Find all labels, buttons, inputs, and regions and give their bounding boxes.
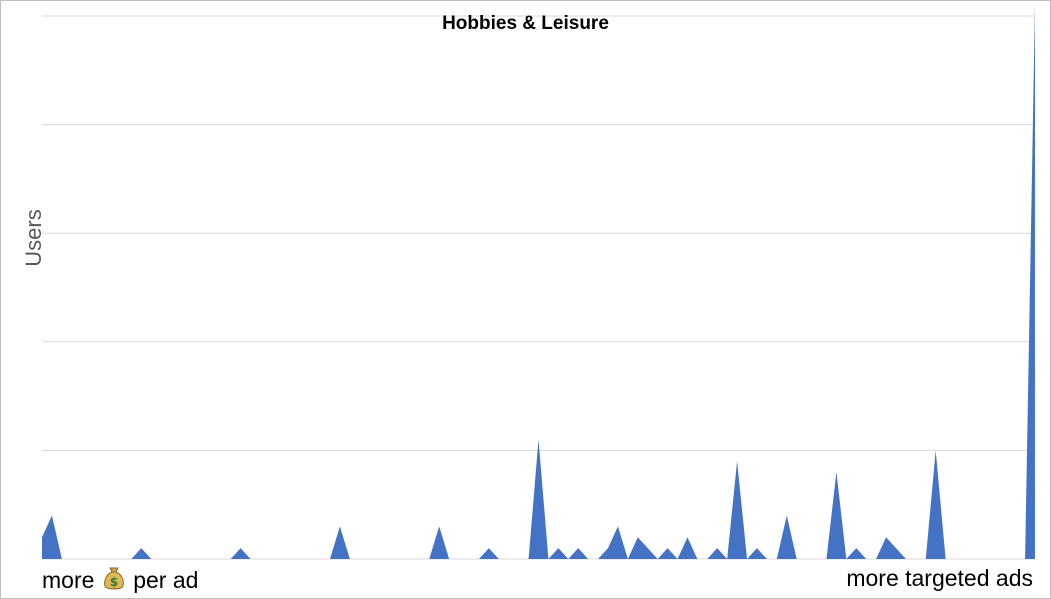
x-axis-left-label-after: per ad xyxy=(133,567,199,593)
x-axis-left-label: more $ per ad xyxy=(42,565,198,594)
chart-title: Hobbies & Leisure xyxy=(442,13,609,34)
money-bag-icon: $ xyxy=(103,567,124,590)
area-series xyxy=(42,5,1035,559)
y-axis-label: Users xyxy=(21,209,46,267)
gridlines xyxy=(42,15,1035,560)
x-axis-right-label: more targeted ads xyxy=(846,565,1033,591)
svg-text:$: $ xyxy=(110,575,118,589)
x-axis-left-label-before: more xyxy=(42,567,95,593)
